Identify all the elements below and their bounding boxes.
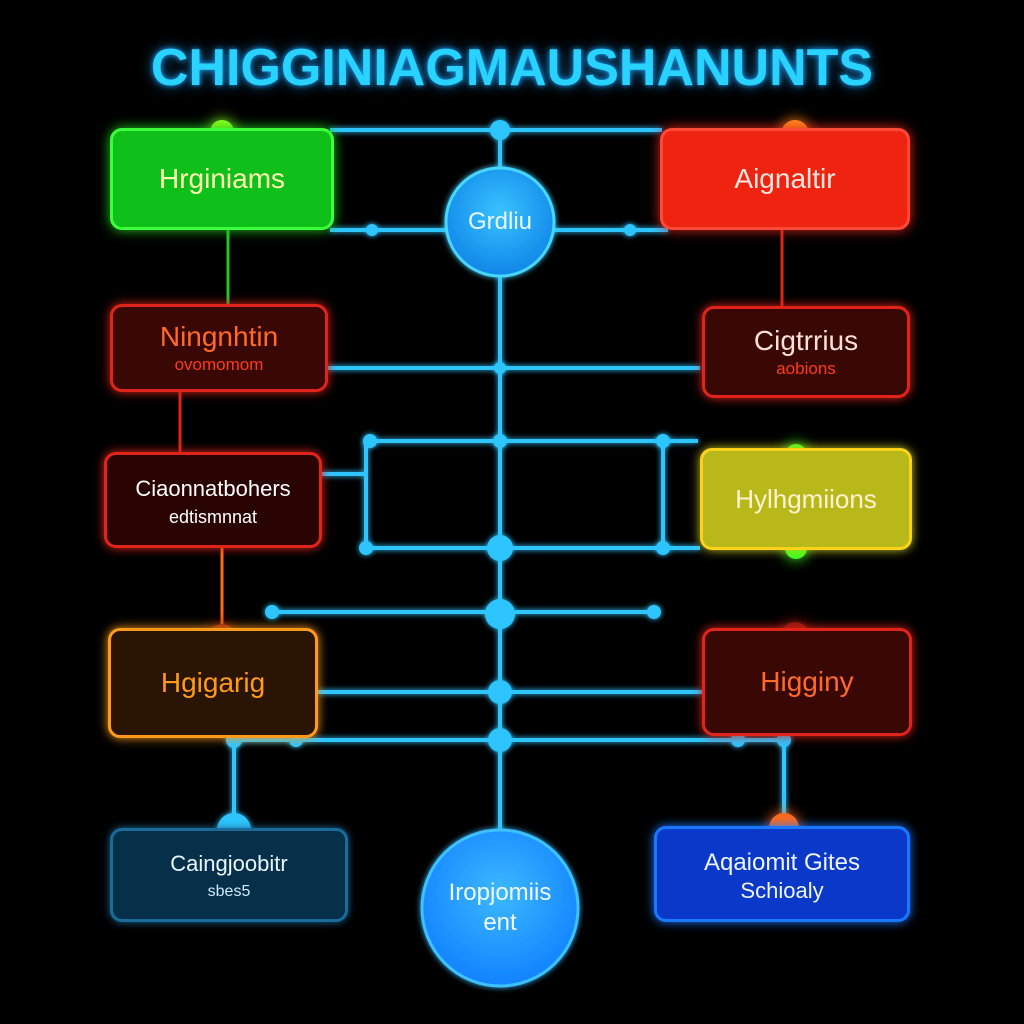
red-node-left-label: Ningnhtin xyxy=(159,321,279,352)
dark-node-left-sub: edtismnnat xyxy=(168,507,258,527)
green-node-label: Hrginiams xyxy=(158,163,286,194)
junction-dot xyxy=(493,434,507,448)
junction-dots xyxy=(217,120,791,847)
junction-dot xyxy=(494,362,506,374)
junction-dot xyxy=(366,224,378,236)
junction-dot xyxy=(656,541,670,555)
teal-node-box-bottom[interactable]: Caingjoobitr sbes5 xyxy=(110,828,348,922)
connector-wires xyxy=(232,128,786,840)
red-node-box-top[interactable]: Aignaltir xyxy=(660,128,910,230)
blue-node-box-bottom[interactable]: Aqaiomit Gites Schioaly xyxy=(654,826,910,922)
junction-dot xyxy=(359,541,373,555)
bottom-hub-label-2: ent xyxy=(483,909,517,936)
junction-dot xyxy=(624,224,636,236)
red-node-left-sub: ovomomom xyxy=(174,355,264,374)
dark-node-left-label: Ciaonnatbohers xyxy=(135,476,291,501)
blue-node-label: Aqaiomit Gites xyxy=(703,849,861,876)
teal-node-label: Caingjoobitr xyxy=(170,851,288,876)
box-connectors xyxy=(178,230,784,630)
junction-dot xyxy=(777,733,791,747)
bottom-hub-circle xyxy=(420,828,580,988)
junction-dot xyxy=(488,728,512,752)
bottom-hub-node[interactable]: Iropjomiis ent xyxy=(422,830,578,986)
hub-circle xyxy=(444,166,556,278)
junction-dot xyxy=(656,434,670,448)
yellow-node-box[interactable]: Hylhgmiions xyxy=(700,448,912,550)
junction-dot xyxy=(485,599,515,629)
green-node-box[interactable]: Hrginiams xyxy=(110,128,334,230)
dark-node-box-left[interactable]: Ciaonnatbohers edtismnnat xyxy=(104,452,322,548)
red-node-right-sub: aobions xyxy=(776,359,836,378)
orange-node-box[interactable]: Hgigarig xyxy=(108,628,318,738)
junction-dot xyxy=(490,120,510,140)
bottom-hub-label-1: Iropjomiis xyxy=(448,879,552,906)
red-node-right-label: Cigtrrius xyxy=(753,325,859,356)
blue-node-sub: Schioaly xyxy=(740,878,824,903)
hub-label: Grdliu xyxy=(467,208,533,235)
junction-dot xyxy=(731,733,745,747)
red-node-top-label: Aignaltir xyxy=(734,163,836,194)
hub-node[interactable]: Grdliu xyxy=(446,168,554,276)
red-node-mid-right-label: Higginy xyxy=(760,666,854,697)
junction-dot xyxy=(265,605,279,619)
red-node-box-right[interactable]: Cigtrrius aobions xyxy=(702,306,910,398)
red-node-box-mid-right[interactable]: Higginy xyxy=(702,628,912,736)
diagram-title: CHIGGINIAGMAUSHANUNTS xyxy=(150,39,874,97)
junction-dot xyxy=(363,434,377,448)
yellow-node-label: Hylhgmiions xyxy=(735,484,877,514)
junction-dot xyxy=(487,535,513,561)
red-node-box-left[interactable]: Ningnhtin ovomomom xyxy=(110,304,328,392)
orange-node-label: Hgigarig xyxy=(160,667,266,698)
teal-node-sub: sbes5 xyxy=(207,883,251,900)
junction-dot xyxy=(647,605,661,619)
junction-dot xyxy=(488,680,512,704)
